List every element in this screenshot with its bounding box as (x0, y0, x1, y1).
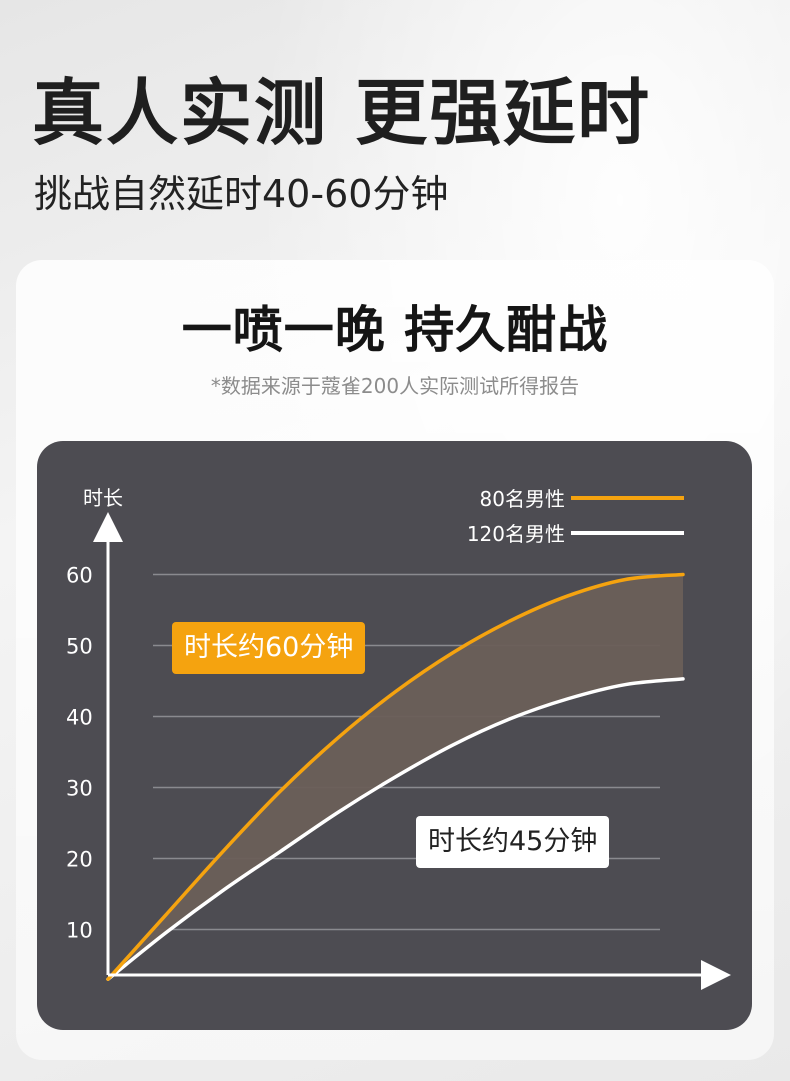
y-tick-30: 30 (66, 777, 93, 801)
subheadline: 挑战自然延时40-60分钟 (34, 172, 449, 216)
series-line-120 (106, 677, 685, 981)
y-tick-20: 20 (66, 848, 93, 872)
legend-label-1: 120名男性 (467, 522, 565, 546)
y-tick-50: 50 (66, 635, 93, 659)
y-tick-60: 60 (66, 564, 93, 588)
card-title: 一喷一晚 持久酣战 (181, 301, 609, 359)
series-lines (106, 572, 685, 981)
y-tick-40: 40 (66, 706, 93, 730)
legend: 80名男性 120名男性 (467, 487, 684, 546)
y-tick-10: 10 (66, 919, 93, 943)
y-tick-labels: 10 20 30 40 50 60 (66, 564, 93, 943)
data-source-note: *数据来源于蔻雀200人实际测试所得报告 (210, 374, 580, 398)
headline: 真人实测 更强延时 (32, 71, 652, 155)
y-axis-label: 时长 (83, 486, 123, 510)
annotation-45min: 时长约45分钟 (416, 816, 610, 868)
axes (93, 512, 731, 990)
annotation-60min: 时长约60分钟 (172, 622, 366, 674)
series-line-80 (106, 572, 685, 981)
legend-label-0: 80名男性 (480, 487, 565, 511)
